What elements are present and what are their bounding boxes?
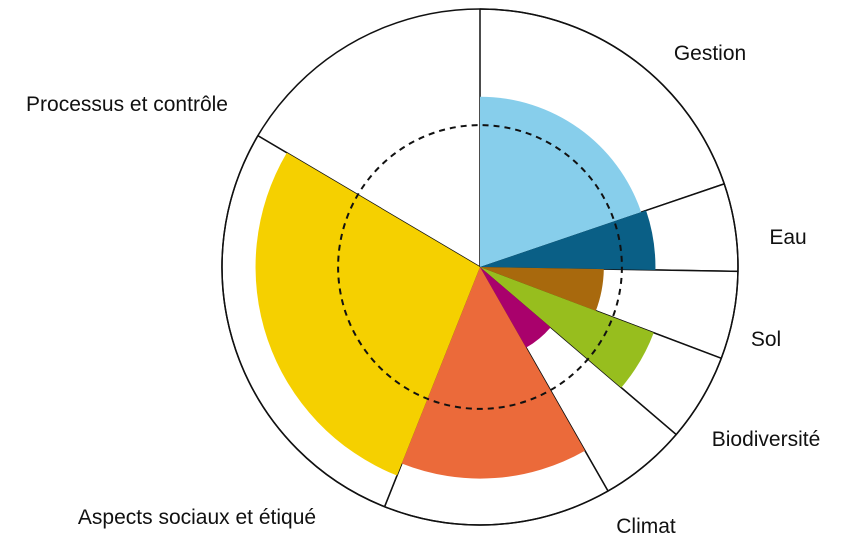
value-wedge-gestion [480,96,642,267]
value-wedge-aspects-sociaux-et-etique [401,267,585,479]
value-wedge-eau [480,210,656,270]
value-wedge-sol [480,267,604,311]
category-label-biodiversite: Biodiversité [712,428,821,451]
category-label-climat: Climat [616,515,676,538]
value-wedges [255,96,656,479]
outer-circle [221,8,739,526]
reference-circle [337,124,623,410]
value-wedge-climat [480,267,551,348]
value-wedge-biodiversite [480,267,654,388]
category-label-sol: Sol [751,328,781,351]
value-wedge-processus-et-controle [255,152,480,476]
category-label-processus: Processus et contrôle [26,93,228,116]
category-label-aspects-sociaux: Aspects sociaux et étiqué [78,506,316,529]
category-label-eau: Eau [769,226,806,249]
category-label-gestion: Gestion [674,42,746,65]
